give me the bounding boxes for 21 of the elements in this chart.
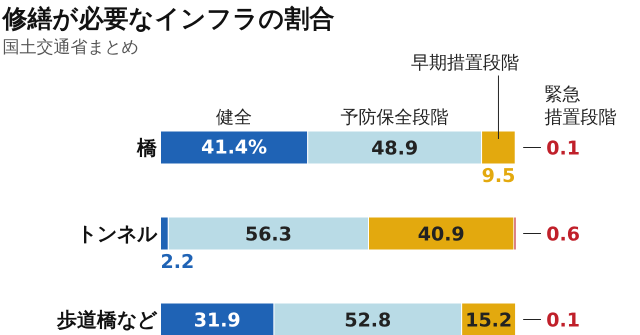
y-tick-label: トンネル bbox=[76, 222, 158, 246]
data-label: 31.9 bbox=[194, 310, 241, 332]
chart-title: 修繕が必要なインフラの割合 bbox=[1, 4, 334, 33]
data-label: 15.2 bbox=[465, 310, 512, 332]
data-label: 2.2 bbox=[160, 251, 194, 273]
y-tick-label: 歩道橋など bbox=[56, 308, 158, 332]
y-tick-label: 橋 bbox=[136, 136, 158, 160]
data-label: 0.1 bbox=[546, 310, 580, 332]
data-label: 41.4% bbox=[201, 136, 268, 158]
data-label: 0.6 bbox=[546, 224, 580, 246]
chart-subtitle: 国土交通省まとめ bbox=[2, 38, 138, 58]
text: 早期措置段階 bbox=[410, 52, 519, 74]
data-label: 48.9 bbox=[371, 138, 418, 160]
data-label: 40.9 bbox=[418, 224, 465, 246]
series-label: 予防保全段階 bbox=[340, 107, 449, 128]
series-label: 緊急措置段階 bbox=[544, 84, 616, 128]
series-label: 健全 bbox=[216, 107, 252, 128]
data-label: 0.1 bbox=[546, 138, 580, 160]
data-label: 56.3 bbox=[244, 224, 292, 246]
data-label: 52.8 bbox=[344, 310, 392, 332]
data-label: 9.5 bbox=[482, 165, 516, 187]
